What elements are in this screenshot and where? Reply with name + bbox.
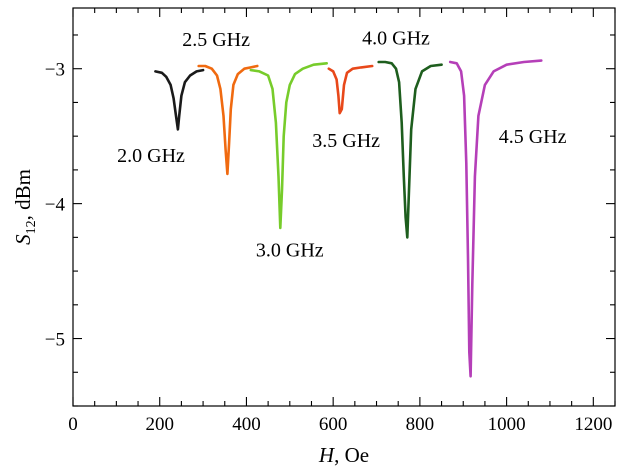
axis-tick-labels: 0 200 400 600 800 1000 1200 −5 −4 −3 — [45, 60, 613, 435]
y-tick-label: −4 — [45, 195, 66, 216]
series-line-2-5-ghz — [197, 64, 259, 176]
series-labels: 2.0 GHz 2.5 GHz 3.0 GHz 3.5 GHz 4.0 GHz 4.5 G… — [117, 28, 566, 262]
x-axis-label: H, Oe — [318, 443, 369, 467]
series-label-4-0-ghz: 4.0 GHz — [362, 28, 430, 50]
x-tick-label: 800 — [406, 414, 435, 435]
x-tick-label: 0 — [68, 414, 78, 435]
x-axis-label-symbol: H — [318, 443, 336, 467]
y-axis-label-unit: , dBm — [11, 169, 35, 220]
x-tick-label: 1200 — [574, 414, 612, 435]
y-tick-label: −3 — [45, 60, 65, 81]
y-axis-label-subscript: 12 — [24, 220, 39, 234]
x-tick-label: 200 — [145, 414, 174, 435]
axis-ticks — [72, 8, 616, 407]
series-label-3-5-ghz: 3.5 GHz — [312, 130, 380, 152]
series-label-2-5-ghz: 2.5 GHz — [182, 29, 250, 51]
series-line-4-5-ghz — [448, 59, 543, 378]
y-axis-label-symbol: S — [11, 234, 35, 245]
x-axis-label-unit: , Oe — [334, 443, 369, 467]
series-curves — [154, 59, 543, 378]
plot-frame — [72, 7, 616, 407]
x-tick-label: 400 — [232, 414, 261, 435]
series-line-3-5-ghz — [327, 64, 374, 115]
series-line-2-0-ghz — [154, 68, 205, 131]
series-label-3-0-ghz: 3.0 GHz — [256, 239, 324, 261]
x-tick-label: 600 — [319, 414, 348, 435]
y-tick-label: −5 — [45, 330, 65, 351]
series-label-4-5-ghz: 4.5 GHz — [499, 126, 567, 148]
x-tick-label: 1000 — [488, 414, 526, 435]
series-line-4-0-ghz — [377, 60, 443, 239]
plot-border — [72, 7, 616, 407]
series-line-3-0-ghz — [249, 61, 329, 230]
y-axis-label: S12, dBm — [11, 169, 39, 245]
series-label-2-0-ghz: 2.0 GHz — [117, 145, 185, 167]
